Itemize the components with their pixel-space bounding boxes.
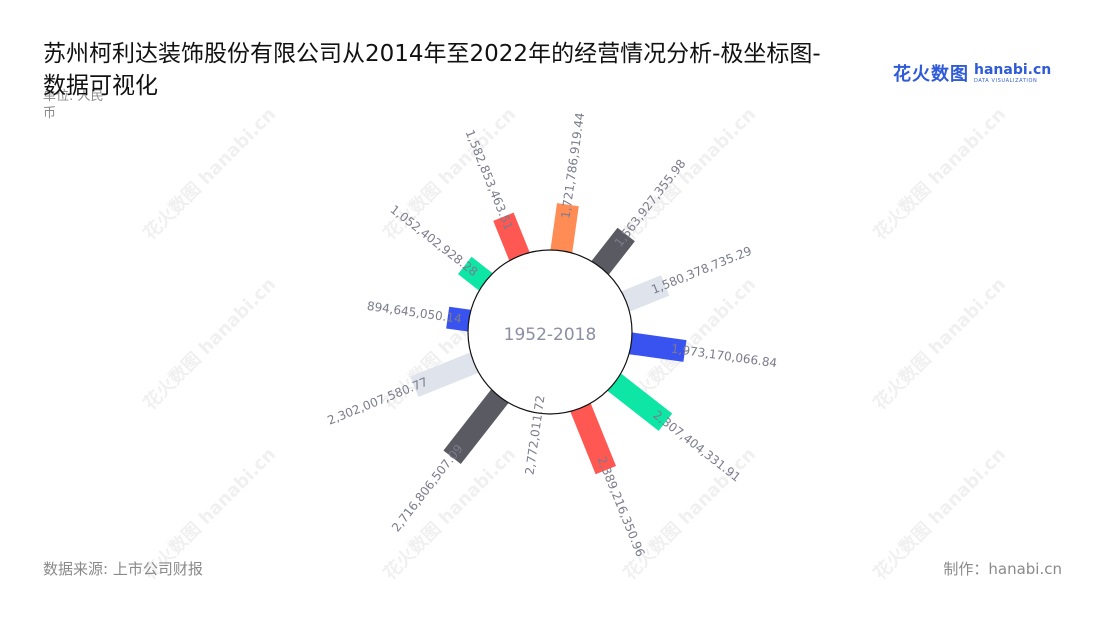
bar-value-label: 1,582,853,463.51 (463, 128, 516, 232)
logo-cn-text: 花火数图 (893, 64, 969, 85)
bar-value-label: 1,973,170,066.84 (670, 342, 778, 371)
logo-subtitle: DATA VISUALIZATION (974, 77, 1038, 84)
maker-credit[interactable]: 制作：hanabi.cn (943, 560, 1062, 578)
bar (443, 380, 516, 465)
bar-value-label: 1,563,927,355.98 (612, 157, 689, 250)
bar-value-label: 2,307,404,331.91 (650, 408, 743, 485)
brand-logo: 花火数图 hanabi.cn DATA VISUALIZATION (893, 60, 1051, 86)
data-source: 数据来源: 上市公司财报 (43, 560, 203, 578)
logo-en-text: hanabi.cn (974, 61, 1052, 78)
bar (617, 330, 687, 362)
bar-value-label: 2,716,806,507.09 (389, 442, 466, 535)
center-label: 1952-2018 (504, 325, 597, 345)
logo-en-block: hanabi.cn DATA VISUALIZATION (974, 63, 1051, 84)
bar (598, 366, 673, 431)
bar-group (410, 203, 687, 475)
bar (566, 392, 617, 475)
bar-value-label: 2,389,216,350.96 (595, 454, 648, 558)
bar-value-label: 894,645,050.14 (366, 299, 462, 326)
bar-value-label: 1,580,378,735.29 (649, 244, 753, 297)
bar-value-label: 1,721,786,919.44 (558, 112, 587, 220)
bar-value-label: 2,302,007,580.77 (325, 375, 429, 428)
bar-value-label: 1,052,402,928.28 (388, 202, 481, 279)
center-circle (467, 249, 633, 415)
chart-title: 苏州柯利达装饰股份有限公司从2014年至2022年的经营情况分析-极坐标图-数据… (43, 41, 821, 99)
bar (410, 348, 490, 398)
bar (548, 203, 579, 265)
unit-label: 单位: 人民币 (43, 89, 104, 121)
